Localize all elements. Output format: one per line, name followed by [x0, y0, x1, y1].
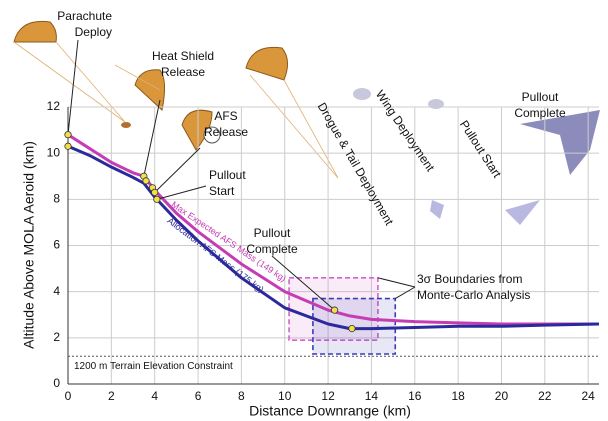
- illustrations: [13, 20, 600, 225]
- leader-line: [395, 286, 416, 300]
- annotation: Monte-Carlo Analysis: [417, 288, 530, 302]
- leader-line: [377, 277, 416, 288]
- aircraft: [520, 110, 600, 175]
- y-tick-label: 0: [53, 376, 60, 390]
- annotation: AFS: [214, 109, 237, 123]
- annotation: Heat Shield: [152, 49, 214, 63]
- annotation: Drogue & Tail Deployment: [315, 100, 397, 228]
- series-line: [67, 133, 599, 326]
- event-marker: [330, 306, 339, 314]
- parachute-3: [181, 109, 221, 151]
- event-marker: [151, 188, 159, 197]
- x-axis-label: Distance Downrange (km): [249, 403, 411, 419]
- x-tick-label: 2: [108, 389, 115, 403]
- y-tick-label: 8: [53, 192, 60, 206]
- annotation: Pullout: [254, 226, 291, 240]
- x-tick-label: 4: [151, 389, 158, 403]
- leader-line: [271, 255, 335, 311]
- x-tick-label: 20: [495, 389, 509, 403]
- x-tick-label: 8: [238, 389, 245, 403]
- x-tick-label: 24: [581, 389, 595, 403]
- x-tick-label: 22: [538, 389, 552, 403]
- annotation: Release: [161, 65, 205, 79]
- annotation: Parachute: [57, 9, 112, 23]
- leader-line: [143, 99, 161, 177]
- series-line: [67, 144, 600, 331]
- annotation: Start: [209, 184, 235, 198]
- y-axis-label: Altitude Above MOLA Aeroid (km): [21, 141, 37, 349]
- annotation: Pullout: [209, 168, 246, 182]
- event-marker: [153, 195, 161, 203]
- y-tick-label: 10: [47, 145, 61, 159]
- event-marker: [64, 131, 72, 139]
- annotation: Complete: [514, 106, 566, 120]
- leader-line: [154, 147, 201, 193]
- leader-line: [156, 185, 207, 200]
- parachute-1: [13, 20, 131, 128]
- event-marker: [348, 324, 356, 333]
- event-marker: [142, 177, 150, 185]
- x-tick-label: 10: [278, 389, 292, 403]
- y-tick-label: 2: [53, 330, 60, 344]
- x-tick-label: 16: [408, 389, 422, 403]
- x-tick-label: 14: [365, 389, 379, 403]
- parachute-2: [114, 64, 166, 111]
- leader-line: [67, 39, 79, 135]
- annotation: Deploy: [75, 25, 112, 39]
- x-tick-label: 18: [451, 389, 465, 403]
- annotation: Wing Deployment: [373, 88, 438, 175]
- event-marker: [64, 142, 72, 150]
- parachute-4: [245, 46, 339, 179]
- x-tick-label: 6: [195, 389, 202, 403]
- x-tick-label: 12: [321, 389, 335, 403]
- annotation: Complete: [246, 242, 298, 256]
- x-tick-label: 0: [65, 389, 72, 403]
- annotation: Pullout: [522, 90, 559, 104]
- annotation: Pullout Start: [457, 118, 505, 181]
- aircraft: [505, 200, 540, 225]
- y-tick-label: 12: [47, 99, 61, 113]
- reference-label: 1200 m Terrain Elevation Constraint: [74, 361, 233, 372]
- annotation: 3σ Boundaries from: [417, 272, 522, 286]
- y-tick-label: 6: [53, 238, 60, 252]
- y-tick-label: 4: [53, 284, 60, 298]
- annotation: Release: [204, 125, 248, 139]
- chute-small: [353, 88, 371, 100]
- aircraft: [430, 200, 444, 219]
